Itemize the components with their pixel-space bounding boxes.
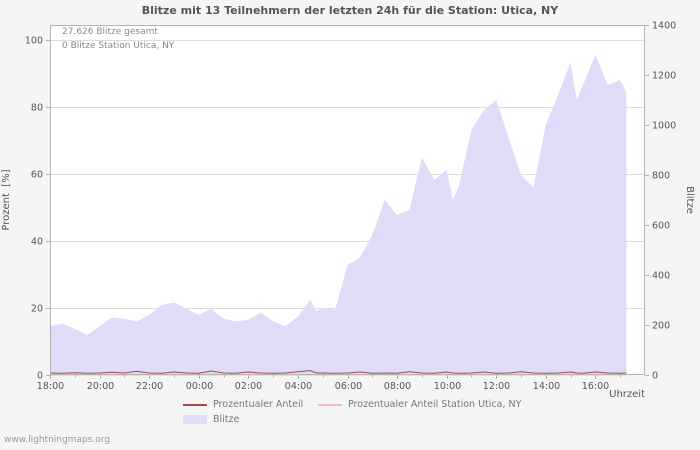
x-tick-label: 10:00 xyxy=(434,381,461,392)
x-axis-label: Uhrzeit xyxy=(609,389,645,400)
legend-swatch-2 xyxy=(183,415,207,424)
legend-label-percent-station: Prozentualer Anteil Station Utica, NY xyxy=(348,399,522,410)
yleft-tick-label: 60 xyxy=(31,170,43,181)
x-tick-label: 14:00 xyxy=(533,381,560,392)
x-tick-label: 16:00 xyxy=(582,381,609,392)
yright-tick-label: 0 xyxy=(652,371,658,382)
y-axis-label-left: Prozent [%] xyxy=(1,169,12,231)
yleft-tick-label: 80 xyxy=(31,103,43,114)
x-tick-label: 20:00 xyxy=(87,381,114,392)
yright-tick-label: 400 xyxy=(652,271,670,282)
yright-tick-label: 600 xyxy=(652,221,670,232)
y-axis-label-right: Blitze xyxy=(684,186,695,214)
legend-label-percent: Prozentualer Anteil xyxy=(213,399,304,410)
x-tick-label: 02:00 xyxy=(235,381,262,392)
yright-tick-label: 200 xyxy=(652,321,670,332)
yleft-tick-label: 100 xyxy=(25,36,43,47)
x-tick-label: 18:00 xyxy=(37,381,64,392)
legend-label-blitze: Blitze xyxy=(213,414,240,425)
series-line-1 xyxy=(49,370,627,374)
axis-ticks: 020406080100020040060080010001200140018:… xyxy=(25,21,676,393)
x-tick-label: 22:00 xyxy=(136,381,163,392)
watermark-link[interactable]: www.lightningmaps.org xyxy=(4,435,110,445)
legend-item-percent-station: Prozentualer Anteil Station Utica, NY xyxy=(318,399,521,410)
yleft-tick-label: 40 xyxy=(31,237,43,248)
annotation-station-strikes: 0 Blitze Station Utica, NY xyxy=(62,41,175,51)
legend-item-blitze: Blitze xyxy=(183,414,239,425)
legend-swatch-1 xyxy=(318,403,342,406)
yright-tick-label: 1400 xyxy=(652,21,676,32)
series-area-0 xyxy=(50,55,627,375)
annotation-total-strikes: 27.626 Blitze gesamt xyxy=(62,27,158,37)
legend-item-percent: Prozentualer Anteil xyxy=(183,399,303,410)
plot-border xyxy=(50,25,645,375)
x-tick-label: 06:00 xyxy=(335,381,362,392)
x-tick-label: 12:00 xyxy=(483,381,510,392)
x-tick-label: 04:00 xyxy=(285,381,312,392)
legend-swatch-0 xyxy=(183,403,207,406)
yright-tick-label: 800 xyxy=(652,171,670,182)
chart-title: Blitze mit 13 Teilnehmern der letzten 24… xyxy=(141,4,559,17)
x-tick-label: 08:00 xyxy=(384,381,411,392)
yright-tick-label: 1200 xyxy=(652,71,676,82)
yright-tick-label: 1000 xyxy=(652,121,676,132)
yleft-tick-label: 20 xyxy=(31,304,43,315)
yleft-tick-label: 0 xyxy=(37,371,43,382)
x-tick-label: 00:00 xyxy=(186,381,213,392)
